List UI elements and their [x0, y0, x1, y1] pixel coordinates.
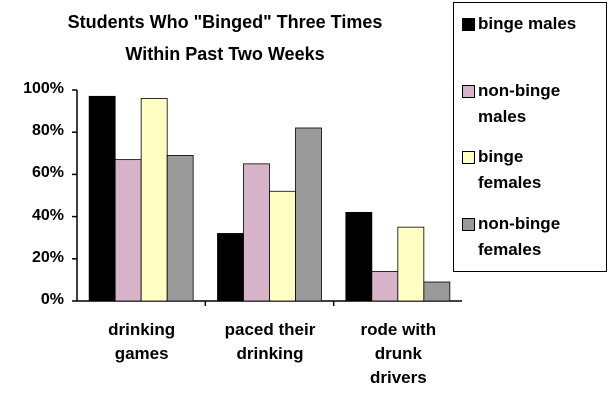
legend-swatch — [462, 151, 475, 164]
bar — [243, 163, 270, 302]
bar — [140, 98, 168, 302]
y-tick-label: 40% — [31, 206, 64, 224]
x-tick-label: rode with drunk drivers — [360, 320, 437, 387]
legend: binge males non-binge males binge females n… — [453, 2, 607, 272]
legend-swatch — [462, 84, 475, 98]
bar — [295, 127, 322, 302]
chart-title: Students Who "Binged" Three Times Within… — [67, 12, 383, 64]
y-tick-label: 80% — [31, 122, 64, 140]
bar — [88, 95, 116, 302]
y-tick-label: 100% — [23, 80, 64, 97]
y-tick-label: 60% — [31, 164, 64, 182]
bar — [397, 226, 425, 302]
legend-label: non-binge females — [478, 213, 561, 259]
x-tick-label: paced their drinking — [224, 320, 316, 363]
bar — [371, 271, 399, 302]
bar — [114, 159, 142, 302]
y-tick-label: 20% — [31, 248, 64, 266]
x-tick-label: drinking games — [108, 320, 176, 363]
bar — [217, 233, 244, 302]
bar — [345, 211, 373, 302]
y-tick-label: 0% — [40, 291, 64, 308]
bar — [269, 190, 296, 302]
bar — [423, 281, 451, 302]
legend-label: binge females — [478, 147, 542, 192]
legend-label: binge males — [478, 14, 577, 33]
legend-swatch — [462, 217, 475, 231]
legend-swatch — [462, 18, 475, 31]
legend-label: non-binge males — [478, 80, 561, 126]
bar — [166, 155, 194, 302]
